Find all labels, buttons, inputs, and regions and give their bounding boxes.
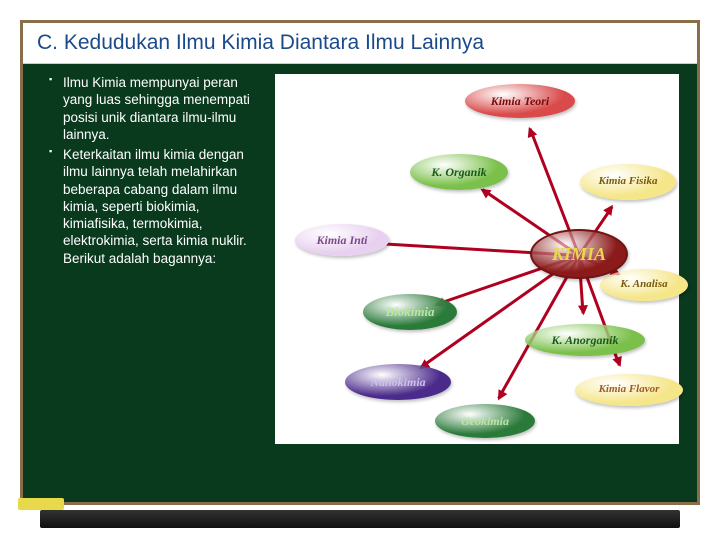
chalk-stick [18, 498, 64, 510]
node-center: KIMIA [530, 229, 628, 279]
title-bar: C. Kedudukan Ilmu Kimia Diantara Ilmu La… [23, 23, 697, 64]
node-inti: Kimia Inti [295, 224, 389, 256]
node-fisika: Kimia Fisika [580, 164, 676, 200]
node-teori: Kimia Teori [465, 84, 575, 118]
concept-diagram: Kimia Teori K. Organik Kimia Fisika Kimia I… [275, 74, 679, 444]
bullet-item: Keterkaitan ilmu kimia dengan ilmu lainn… [49, 146, 269, 267]
node-analisa: K. Analisa [600, 269, 688, 301]
chalkboard: C. Kedudukan Ilmu Kimia Diantara Ilmu La… [20, 20, 700, 505]
slide-title: C. Kedudukan Ilmu Kimia Diantara Ilmu La… [37, 31, 683, 55]
node-biokimia: Biokimia [363, 294, 457, 330]
content-row: Ilmu Kimia mempunyai peran yang luas seh… [23, 64, 697, 454]
node-organik: K. Organik [410, 154, 508, 190]
node-anorganik: K. Anorganik [525, 324, 645, 356]
bullet-list: Ilmu Kimia mempunyai peran yang luas seh… [49, 74, 269, 444]
node-nano: Nanokimia [345, 364, 451, 400]
chalk-tray [40, 510, 680, 528]
node-flavor: Kimia Flavor [575, 374, 683, 406]
bullet-item: Ilmu Kimia mempunyai peran yang luas seh… [49, 74, 269, 143]
node-geo: Geokimia [435, 404, 535, 438]
slide-frame: C. Kedudukan Ilmu Kimia Diantara Ilmu La… [0, 0, 720, 540]
